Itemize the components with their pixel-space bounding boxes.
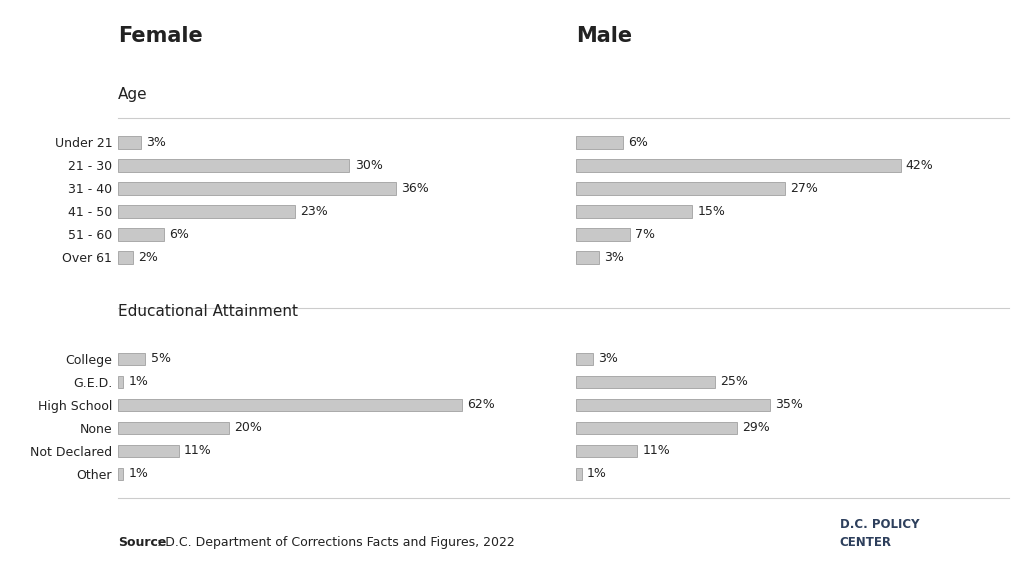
Text: 11%: 11% bbox=[184, 444, 212, 457]
Bar bbox=[118, 422, 228, 434]
Text: 2%: 2% bbox=[138, 251, 159, 264]
Text: 6%: 6% bbox=[628, 135, 647, 149]
Bar bbox=[577, 205, 692, 218]
Bar bbox=[118, 468, 123, 480]
Bar bbox=[577, 159, 900, 172]
Text: 7%: 7% bbox=[636, 228, 655, 241]
Text: 6%: 6% bbox=[169, 228, 189, 241]
Text: 29%: 29% bbox=[742, 422, 770, 434]
Bar bbox=[577, 468, 582, 480]
Bar bbox=[118, 136, 141, 148]
Text: 3%: 3% bbox=[604, 251, 625, 264]
Text: 23%: 23% bbox=[301, 205, 329, 218]
Text: 35%: 35% bbox=[775, 398, 803, 411]
Text: 20%: 20% bbox=[233, 422, 262, 434]
Bar bbox=[577, 376, 715, 388]
Text: 5%: 5% bbox=[151, 352, 171, 366]
Text: Male: Male bbox=[577, 26, 632, 46]
Bar bbox=[577, 136, 623, 148]
Bar bbox=[118, 159, 349, 172]
Bar bbox=[577, 251, 599, 263]
Text: 1%: 1% bbox=[128, 467, 148, 481]
Bar bbox=[577, 353, 593, 365]
Text: 62%: 62% bbox=[467, 398, 495, 411]
Bar bbox=[577, 398, 770, 411]
Text: 1%: 1% bbox=[587, 467, 607, 481]
Bar bbox=[118, 182, 395, 194]
Text: Educational Attainment: Educational Attainment bbox=[118, 304, 298, 319]
Text: 15%: 15% bbox=[697, 205, 725, 218]
Text: 11%: 11% bbox=[642, 444, 670, 457]
Bar bbox=[118, 228, 164, 241]
Bar bbox=[118, 444, 179, 457]
Bar bbox=[118, 353, 145, 365]
Text: Age: Age bbox=[118, 87, 147, 102]
Text: 1%: 1% bbox=[128, 376, 148, 388]
Text: D.C. POLICY
CENTER: D.C. POLICY CENTER bbox=[840, 518, 920, 549]
Text: Source: Source bbox=[118, 536, 166, 549]
Bar bbox=[118, 398, 462, 411]
Text: 3%: 3% bbox=[146, 135, 166, 149]
Text: 25%: 25% bbox=[720, 376, 748, 388]
Text: 27%: 27% bbox=[790, 182, 818, 194]
Bar bbox=[118, 205, 295, 218]
Text: 36%: 36% bbox=[401, 182, 429, 194]
Text: Female: Female bbox=[118, 26, 203, 46]
Bar bbox=[118, 376, 123, 388]
Bar bbox=[577, 422, 737, 434]
Text: 30%: 30% bbox=[354, 159, 383, 172]
Bar bbox=[118, 251, 133, 263]
Text: 3%: 3% bbox=[598, 352, 617, 366]
Bar bbox=[577, 444, 637, 457]
Bar bbox=[577, 182, 784, 194]
Text: : D.C. Department of Corrections Facts and Figures, 2022: : D.C. Department of Corrections Facts a… bbox=[157, 536, 514, 549]
Bar bbox=[577, 228, 630, 241]
Text: 42%: 42% bbox=[905, 159, 934, 172]
